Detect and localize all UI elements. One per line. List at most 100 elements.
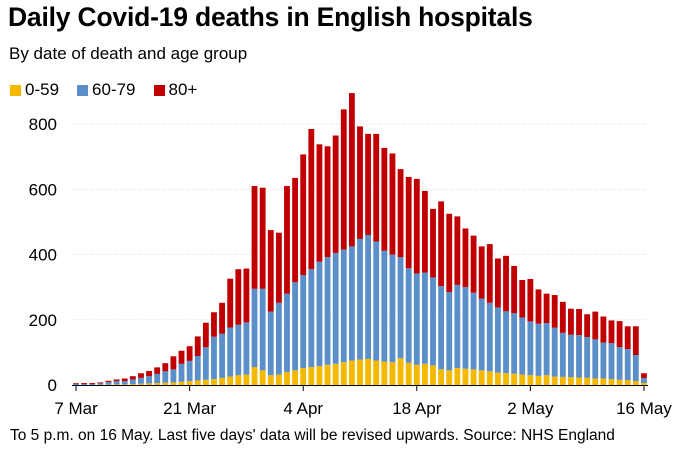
bar-0-59 bbox=[478, 370, 485, 385]
bar-60-79 bbox=[462, 287, 469, 369]
bar-0-59 bbox=[543, 375, 550, 385]
bar-80-plus bbox=[186, 346, 193, 361]
bar-80-plus bbox=[421, 190, 428, 273]
bar-0-59 bbox=[243, 374, 250, 385]
bar-60-79 bbox=[592, 339, 599, 379]
bar-80-plus bbox=[519, 279, 526, 318]
bar-0-59 bbox=[154, 383, 161, 385]
bar-80-plus bbox=[511, 265, 518, 314]
bar-60-79 bbox=[446, 292, 453, 371]
bar-60-79 bbox=[381, 250, 388, 362]
bar-60-79 bbox=[89, 384, 96, 385]
bar-0-59 bbox=[519, 374, 526, 385]
bar-80-plus bbox=[568, 308, 574, 335]
bar-60-79 bbox=[568, 334, 574, 378]
bar-60-79 bbox=[219, 333, 225, 378]
bar-0-59 bbox=[568, 377, 574, 385]
bar-80-plus bbox=[105, 380, 112, 383]
bar-0-59 bbox=[202, 379, 209, 385]
bar-0-59 bbox=[316, 366, 323, 385]
bar-60-79 bbox=[113, 381, 120, 385]
bar-0-59 bbox=[300, 368, 307, 385]
bar-0-59 bbox=[592, 378, 599, 385]
bar-60-79 bbox=[146, 376, 152, 384]
legend-item-60-79: 60-79 bbox=[77, 80, 136, 100]
bar-60-79 bbox=[211, 336, 217, 380]
bar-80-plus bbox=[543, 293, 550, 324]
bars bbox=[73, 93, 647, 385]
bar-0-59 bbox=[365, 358, 372, 385]
bar-60-79 bbox=[308, 269, 315, 368]
bar-0-59 bbox=[470, 369, 477, 385]
bar-0-59 bbox=[211, 379, 217, 385]
bar-0-59 bbox=[486, 371, 493, 385]
bar-60-79 bbox=[154, 373, 161, 384]
bar-60-79 bbox=[73, 383, 79, 385]
bar-60-79 bbox=[105, 382, 112, 385]
bar-80-plus bbox=[211, 312, 217, 337]
x-tick-label: 2 May bbox=[507, 399, 554, 418]
bar-60-79 bbox=[81, 384, 88, 385]
bar-60-79 bbox=[275, 302, 282, 375]
bar-80-plus bbox=[267, 230, 274, 312]
bar-60-79 bbox=[235, 324, 242, 376]
bar-60-79 bbox=[348, 246, 355, 361]
bar-80-plus bbox=[430, 208, 436, 278]
bar-60-79 bbox=[97, 383, 104, 385]
bar-60-79 bbox=[535, 323, 542, 376]
footnote: To 5 p.m. on 16 May. Last five days' dat… bbox=[10, 427, 615, 444]
bar-60-79 bbox=[527, 321, 534, 376]
y-tick-label: 200 bbox=[29, 311, 57, 330]
bar-60-79 bbox=[470, 292, 477, 370]
legend: 0-59 60-79 80+ bbox=[10, 80, 197, 100]
bar-60-79 bbox=[194, 355, 201, 381]
legend-item-80-plus: 80+ bbox=[153, 80, 198, 100]
x-tick-label: 7 Mar bbox=[54, 399, 98, 418]
bar-80-plus bbox=[438, 201, 445, 287]
bar-60-79 bbox=[267, 311, 274, 376]
bar-60-79 bbox=[478, 298, 485, 371]
bar-0-59 bbox=[535, 375, 542, 385]
bar-80-plus bbox=[284, 186, 290, 294]
bar-0-59 bbox=[494, 372, 501, 385]
bar-60-79 bbox=[300, 275, 307, 369]
y-tick-label: 800 bbox=[29, 115, 57, 134]
bar-0-59 bbox=[430, 365, 436, 385]
bar-0-59 bbox=[576, 377, 582, 385]
bar-60-79 bbox=[324, 257, 331, 365]
bar-0-59 bbox=[397, 358, 404, 385]
bar-80-plus bbox=[324, 146, 331, 258]
bar-0-59 bbox=[178, 381, 185, 385]
legend-label-60-79: 60-79 bbox=[92, 80, 136, 99]
bar-60-79 bbox=[543, 323, 550, 376]
bar-60-79 bbox=[430, 277, 436, 366]
bar-80-plus bbox=[608, 320, 615, 344]
bar-60-79 bbox=[202, 347, 209, 380]
bar-60-79 bbox=[632, 355, 639, 382]
bar-60-79 bbox=[454, 284, 461, 369]
bar-60-79 bbox=[397, 257, 404, 359]
bar-0-59 bbox=[267, 375, 274, 385]
bar-60-79 bbox=[608, 343, 615, 380]
bar-0-59 bbox=[308, 367, 315, 385]
bar-80-plus bbox=[478, 246, 485, 299]
bar-80-plus bbox=[332, 135, 339, 253]
bar-60-79 bbox=[624, 349, 631, 381]
legend-swatch-80-plus bbox=[153, 84, 165, 96]
bar-60-79 bbox=[138, 377, 144, 384]
bar-80-plus bbox=[89, 383, 96, 385]
bar-0-59 bbox=[381, 361, 388, 385]
bar-0-59 bbox=[146, 383, 152, 385]
bar-80-plus bbox=[243, 268, 250, 323]
bar-80-plus bbox=[113, 379, 120, 382]
bar-0-59 bbox=[227, 376, 234, 385]
bar-80-plus bbox=[486, 244, 493, 303]
bar-0-59 bbox=[186, 381, 193, 385]
bar-0-59 bbox=[421, 363, 428, 385]
bar-0-59 bbox=[129, 384, 136, 385]
legend-swatch-60-79 bbox=[77, 84, 89, 96]
bar-60-79 bbox=[511, 313, 518, 374]
legend-label-80-plus: 80+ bbox=[168, 80, 198, 99]
bar-80-plus bbox=[381, 147, 388, 251]
bar-60-79 bbox=[186, 360, 193, 382]
